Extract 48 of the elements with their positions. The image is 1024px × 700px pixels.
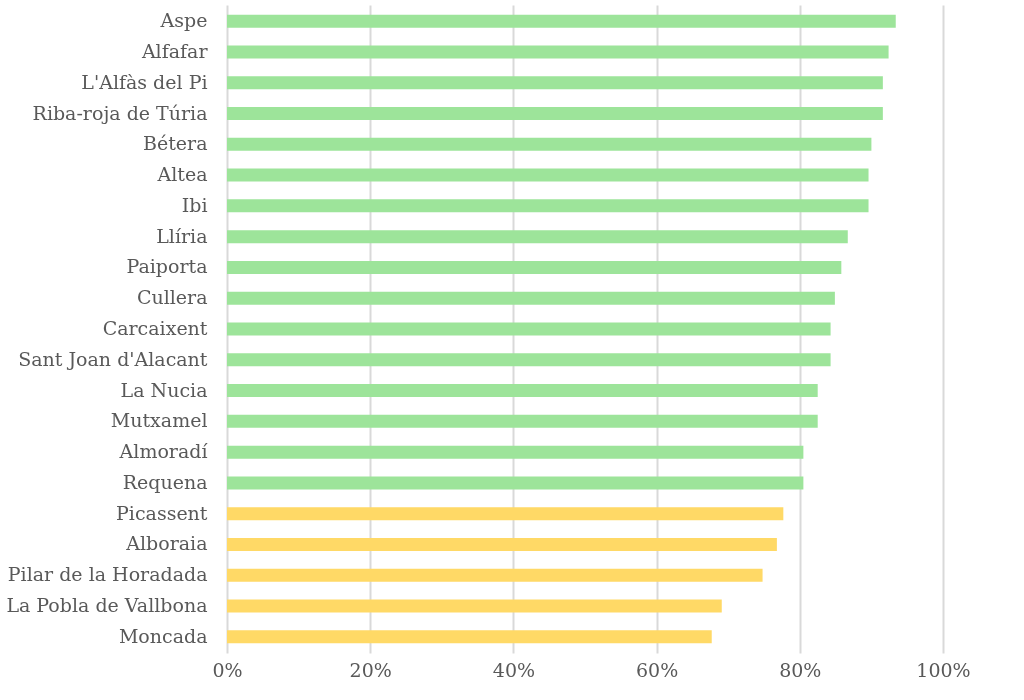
bar bbox=[227, 76, 883, 90]
bar bbox=[227, 353, 831, 367]
y-tick-label: Alfafar bbox=[140, 39, 209, 62]
y-tick-label: Alboraia bbox=[125, 532, 208, 555]
bar bbox=[227, 137, 872, 151]
bar bbox=[227, 45, 889, 59]
x-tick-label: 100% bbox=[916, 658, 971, 681]
y-tick-label: Ibi bbox=[181, 193, 208, 216]
y-tick-label: Carcaixent bbox=[102, 317, 208, 339]
x-tick-label: 60% bbox=[635, 658, 679, 681]
y-tick-label: Sant Joan d'Alacant bbox=[18, 347, 208, 370]
y-tick-label: La Pobla de Vallbona bbox=[6, 594, 208, 617]
y-tick-label: Altea bbox=[156, 163, 208, 186]
bar bbox=[227, 537, 777, 551]
bar bbox=[227, 599, 722, 613]
bar bbox=[227, 107, 883, 121]
y-tick-label: Pilar de la Horadada bbox=[7, 563, 208, 586]
y-tick-label: Llíria bbox=[156, 224, 208, 247]
bar bbox=[227, 322, 831, 336]
x-tick-label: 40% bbox=[492, 658, 536, 681]
bar bbox=[227, 230, 848, 244]
y-tick-label: La Nucia bbox=[120, 378, 208, 401]
y-tick-label: Requena bbox=[122, 470, 208, 493]
bar bbox=[227, 260, 842, 274]
x-tick-label: 80% bbox=[779, 658, 822, 681]
bar bbox=[227, 168, 869, 182]
y-tick-label: Aspe bbox=[159, 9, 208, 32]
y-tick-label: Riba-roja de Túria bbox=[32, 101, 208, 124]
y-tick-label: Almoradí bbox=[118, 440, 209, 463]
bar bbox=[227, 199, 869, 213]
y-tick-label: Mutxamel bbox=[110, 409, 208, 432]
x-tick-label: 0% bbox=[212, 658, 243, 681]
bar bbox=[227, 476, 804, 490]
y-tick-label: L'Alfàs del Pi bbox=[81, 70, 208, 93]
bar bbox=[227, 14, 896, 28]
bar bbox=[227, 568, 763, 582]
x-tick-label: 20% bbox=[349, 658, 392, 681]
bar bbox=[227, 630, 712, 644]
y-tick-label: Picassent bbox=[116, 501, 208, 524]
bar bbox=[227, 414, 818, 428]
y-tick-label: Moncada bbox=[118, 624, 208, 647]
bar bbox=[227, 445, 804, 459]
bar bbox=[227, 384, 818, 398]
bar bbox=[227, 507, 784, 521]
y-tick-label: Paiporta bbox=[126, 255, 208, 278]
bar bbox=[227, 291, 835, 305]
y-tick-label: Bétera bbox=[143, 132, 208, 155]
y-tick-label: Cullera bbox=[136, 286, 208, 309]
